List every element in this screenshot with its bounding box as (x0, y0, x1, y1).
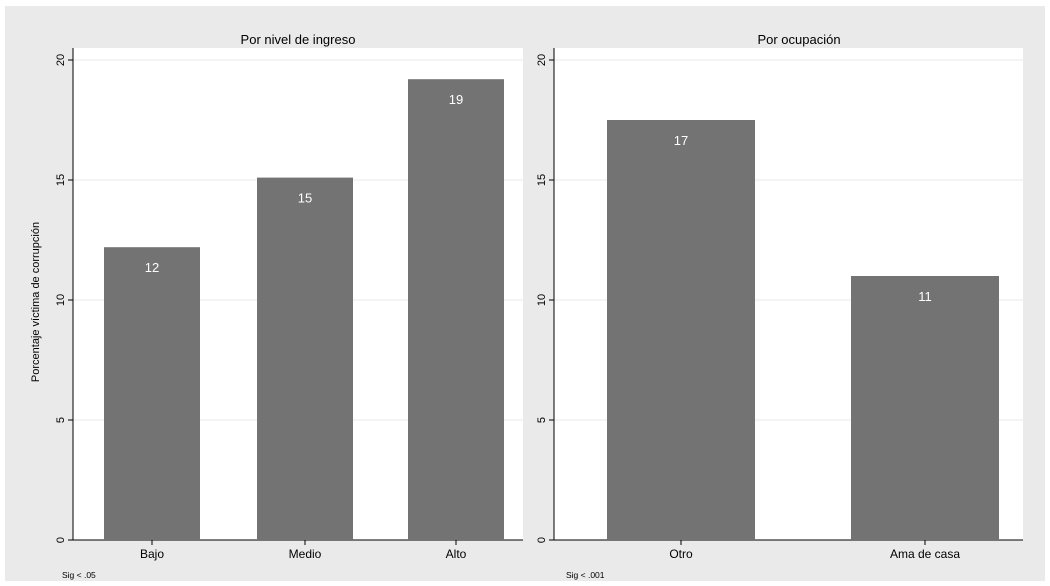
y-tick-label: 20 (536, 54, 548, 66)
x-tick-label: Alto (446, 547, 467, 561)
bar-medio (257, 177, 353, 540)
y-tick-label: 0 (55, 537, 67, 543)
bar-otro (607, 120, 755, 540)
chart-panel-2: 0 5 10 15 20 17 Otro 11 Ama de casa Por ocupación… (536, 32, 1023, 580)
bar-data-label: 17 (674, 133, 688, 148)
y-tick-label: 15 (55, 174, 67, 186)
significance-note: Sig < .05 (62, 570, 96, 580)
x-tick-label: Medio (289, 547, 322, 561)
significance-note: Sig < .001 (566, 570, 605, 580)
chart-panel-1: 0 5 10 15 20 12 Bajo 15 Medio 19 Alto Por nivel de … (55, 32, 523, 580)
bar-data-label: 19 (449, 92, 463, 107)
bar-data-label: 12 (145, 260, 159, 275)
x-tick-label: Bajo (140, 547, 164, 561)
x-tick-label: Otro (669, 547, 693, 561)
bar-alto (408, 79, 504, 540)
panel-title: Por ocupación (757, 32, 840, 47)
y-tick-label: 15 (536, 174, 548, 186)
y-tick-label: 10 (536, 294, 548, 306)
bar-bajo (104, 247, 200, 540)
y-tick-label: 0 (536, 537, 548, 543)
y-axis-label: Porcentaje víctima de corrupción (30, 222, 42, 382)
bar-data-label: 15 (298, 191, 312, 206)
panel-title: Por nivel de ingreso (241, 32, 356, 47)
y-tick-label: 5 (536, 417, 548, 423)
y-tick-label: 5 (55, 417, 67, 423)
y-tick-label: 20 (55, 54, 67, 66)
bar-ama-de-casa (851, 276, 999, 540)
y-tick-label: 10 (55, 294, 67, 306)
bar-data-label: 11 (918, 289, 932, 304)
x-tick-label: Ama de casa (890, 547, 960, 561)
